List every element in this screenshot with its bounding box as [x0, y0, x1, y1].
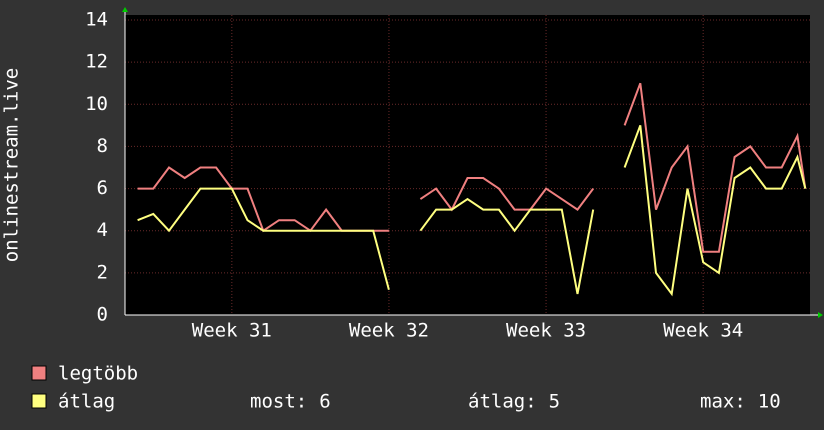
x-tick-label: Week 34 — [663, 320, 743, 342]
legend-swatch — [31, 393, 47, 409]
series-line — [137, 125, 807, 297]
legend-label: legtöbb — [58, 363, 138, 385]
stat-value: 6 — [319, 391, 330, 413]
y-axis-label: onlinestream.live — [1, 68, 23, 262]
x-tick-label: Week 31 — [192, 320, 272, 342]
stat-value: 10 — [758, 391, 781, 413]
x-tick-label: Week 33 — [506, 320, 586, 342]
stat-label: most: — [250, 391, 307, 413]
y-tick-label: 8 — [97, 135, 108, 157]
y-tick-label: 12 — [85, 51, 108, 73]
x-arrow — [818, 312, 823, 318]
y-tick-label: 6 — [97, 177, 108, 199]
y-arrow — [122, 7, 128, 12]
legend-swatch — [31, 365, 47, 381]
y-tick-label: 2 — [97, 261, 108, 283]
stat-label: max: — [700, 391, 746, 413]
x-tick-label: Week 32 — [349, 320, 429, 342]
y-tick-label: 0 — [97, 304, 108, 326]
y-tick-label: 4 — [97, 219, 108, 241]
plot-area — [125, 15, 810, 315]
y-tick-label: 10 — [85, 93, 108, 115]
stat-value: 5 — [549, 391, 560, 413]
stat-label: átlag: — [468, 391, 537, 413]
y-tick-label: 14 — [85, 9, 108, 31]
legend-label: átlag — [58, 391, 115, 413]
